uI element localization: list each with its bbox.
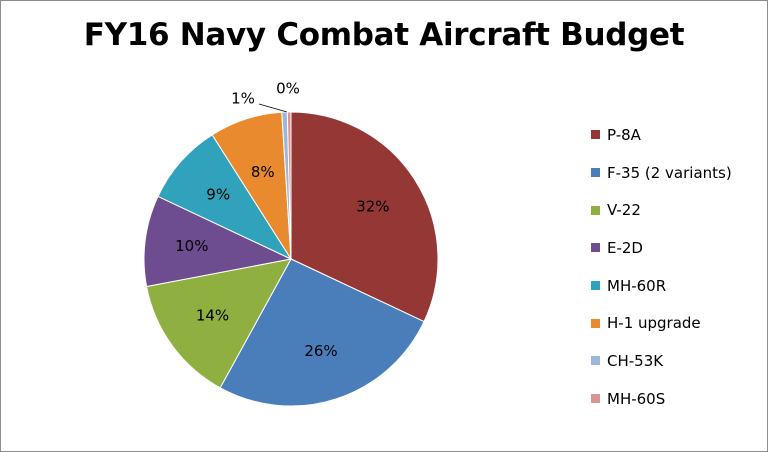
data-label-e-2d: 10% [175,237,208,255]
legend-label: F-35 (2 variants) [607,163,732,182]
legend-swatch [591,318,600,328]
legend-swatch [591,130,600,140]
chart-title: FY16 Navy Combat Aircraft Budget [83,17,685,53]
pie-slice-p-8a [290,111,439,323]
data-label-p-8a: 32% [356,198,389,216]
leader-line-ch-53k [258,103,288,113]
legend-swatch [591,243,600,253]
legend-item-mh-60s: MH-60S [591,380,761,418]
pie-slice-mh-60r [157,134,293,261]
legend-swatch [591,168,600,178]
legend-label: CH-53K [607,351,664,370]
legend-label: MH-60R [607,276,667,295]
data-label-mh-60r: 9% [206,185,230,203]
legend-label: V-22 [607,201,641,220]
legend-item-ch-53k: CH-53K [591,342,761,380]
data-label-v-22: 14% [196,307,229,325]
legend-swatch [591,281,600,291]
legend-label: P-8A [607,125,641,144]
data-label-ch-53k: 1% [231,90,255,108]
data-label-f-35-2-variants: 26% [304,342,337,360]
legend-label: MH-60S [607,389,666,408]
legend-item-v-22: V-22 [591,191,761,229]
chart-legend: P-8A F-35 (2 variants) V-22 E-2D MH-60R H-1 u… [591,116,761,418]
legend-item-e-2d: E-2D [591,229,761,267]
legend-label: H-1 upgrade [607,314,701,333]
legend-swatch [591,394,600,404]
pie-slice-e-2d [143,195,293,288]
legend-label: E-2D [607,238,643,257]
pie-slice-mh-60s [286,111,292,260]
legend-item-f-35-2-variants: F-35 (2 variants) [591,154,761,192]
legend-item-p-8a: P-8A [591,116,761,154]
legend-item-mh-60r: MH-60R [591,267,761,305]
data-label-h-1-upgrade: 8% [251,163,275,181]
legend-item-h-1-upgrade: H-1 upgrade [591,304,761,342]
legend-swatch [591,205,600,215]
pie-slice-v-22 [146,258,292,389]
data-label-mh-60s: 0% [276,80,300,98]
legend-swatch [591,356,600,366]
